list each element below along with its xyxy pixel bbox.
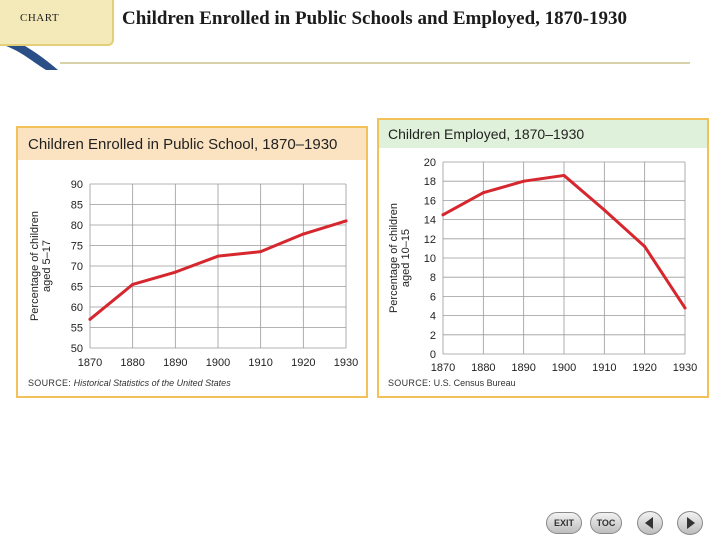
enrollment-chart-panel: Children Enrolled in Public School, 1870… [16,126,368,398]
x-tick-label: 1900 [206,357,230,369]
y-tick-label: 65 [71,282,83,294]
employment-chart-source: SOURCE: U.S. Census Bureau [388,378,516,388]
y-axis-label: Percentage of children aged 5–17 [29,211,53,321]
employment-chart-header [379,120,707,148]
prev-button[interactable] [637,511,663,535]
source-text: U.S. Census Bureau [433,378,516,388]
y-tick-label: 10 [424,253,436,265]
x-tick-label: 1870 [78,357,102,369]
x-tick-label: 1920 [291,357,315,369]
x-tick-label: 1880 [120,357,144,369]
data-point [216,254,220,258]
header-swoosh [0,40,690,70]
x-tick-label: 1890 [511,362,535,374]
employment-chart-panel: Children Employed, 1870–1930 0 2 4 6 8 10 12 14… [377,118,709,398]
data-point [522,179,526,183]
next-arrow-icon [687,517,695,529]
data-point [259,250,263,254]
y-tick-label: 4 [430,311,436,323]
next-button[interactable] [677,511,703,535]
data-point [562,173,566,177]
y-tick-label: 70 [71,261,83,273]
chart-tab-label: CHART [20,12,60,24]
y-axis-label-line-1: Percentage of children [388,203,400,313]
y-tick-label: 2 [430,330,436,342]
header-banner: CHART Children Enrolled in Public School… [0,0,720,70]
y-tick-label: 75 [71,241,83,253]
employment-chart-title: Children Employed, 1870–1930 [388,126,585,142]
source-label: SOURCE: [28,378,72,388]
x-tick-label: 1870 [431,362,455,374]
prev-arrow-icon [645,517,653,529]
y-tick-label: 80 [71,220,83,232]
data-point [173,270,177,274]
data-point [131,282,135,286]
x-tick-label: 1920 [632,362,656,374]
data-point [301,232,305,236]
y-axis-label-line-2: aged 10–15 [400,229,412,287]
y-tick-label: 14 [424,215,436,227]
y-tick-label: 85 [71,200,83,212]
data-point [344,219,348,223]
y-tick-label: 8 [430,272,436,284]
y-tick-label: 50 [71,343,83,355]
x-tick-label: 1910 [248,357,272,369]
enrollment-chart-header [18,128,366,160]
x-tick-label: 1930 [334,357,358,369]
y-tick-label: 0 [430,349,436,361]
enrollment-chart-source: SOURCE: Historical Statistics of the Uni… [28,378,231,388]
data-point [441,213,445,217]
source-label: SOURCE: [388,378,432,388]
y-axis-label-line-1: Percentage of children [29,211,41,321]
exit-button[interactable]: EXIT [546,512,582,534]
y-tick-label: 55 [71,323,83,335]
data-point [643,244,647,248]
y-tick-label: 12 [424,234,436,246]
employment-chart: 0 2 4 6 8 10 12 14 16 18 20 1870 1880 1890 1900 1910 192… [388,157,697,374]
x-tick-label: 1900 [552,362,576,374]
y-tick-label: 20 [424,157,436,169]
y-tick-label: 6 [430,291,436,303]
data-point [602,208,606,212]
x-tick-label: 1890 [163,357,187,369]
enrollment-chart: 50 55 60 65 70 75 80 85 90 1870 1880 1890 1900 1910 19… [29,179,358,369]
page-title: Children Enrolled in Public Schools and … [122,8,628,29]
enrollment-chart-title: Children Enrolled in Public School, 1870… [28,136,338,153]
x-tick-label: 1910 [592,362,616,374]
chart-tab [0,0,114,46]
x-tick-label: 1880 [471,362,495,374]
source-text: Historical Statistics of the United Stat… [73,378,231,388]
data-point [88,317,92,321]
x-tick-label: 1930 [673,362,697,374]
y-tick-label: 90 [71,179,83,191]
data-point [481,191,485,195]
y-axis-label-line-2: aged 5–17 [41,240,53,292]
toc-button[interactable]: TOC [590,512,622,534]
y-axis-label: Percentage of children aged 10–15 [388,203,412,313]
y-tick-label: 18 [424,176,436,188]
y-tick-label: 60 [71,302,83,314]
y-tick-label: 16 [424,195,436,207]
data-point [683,306,687,310]
